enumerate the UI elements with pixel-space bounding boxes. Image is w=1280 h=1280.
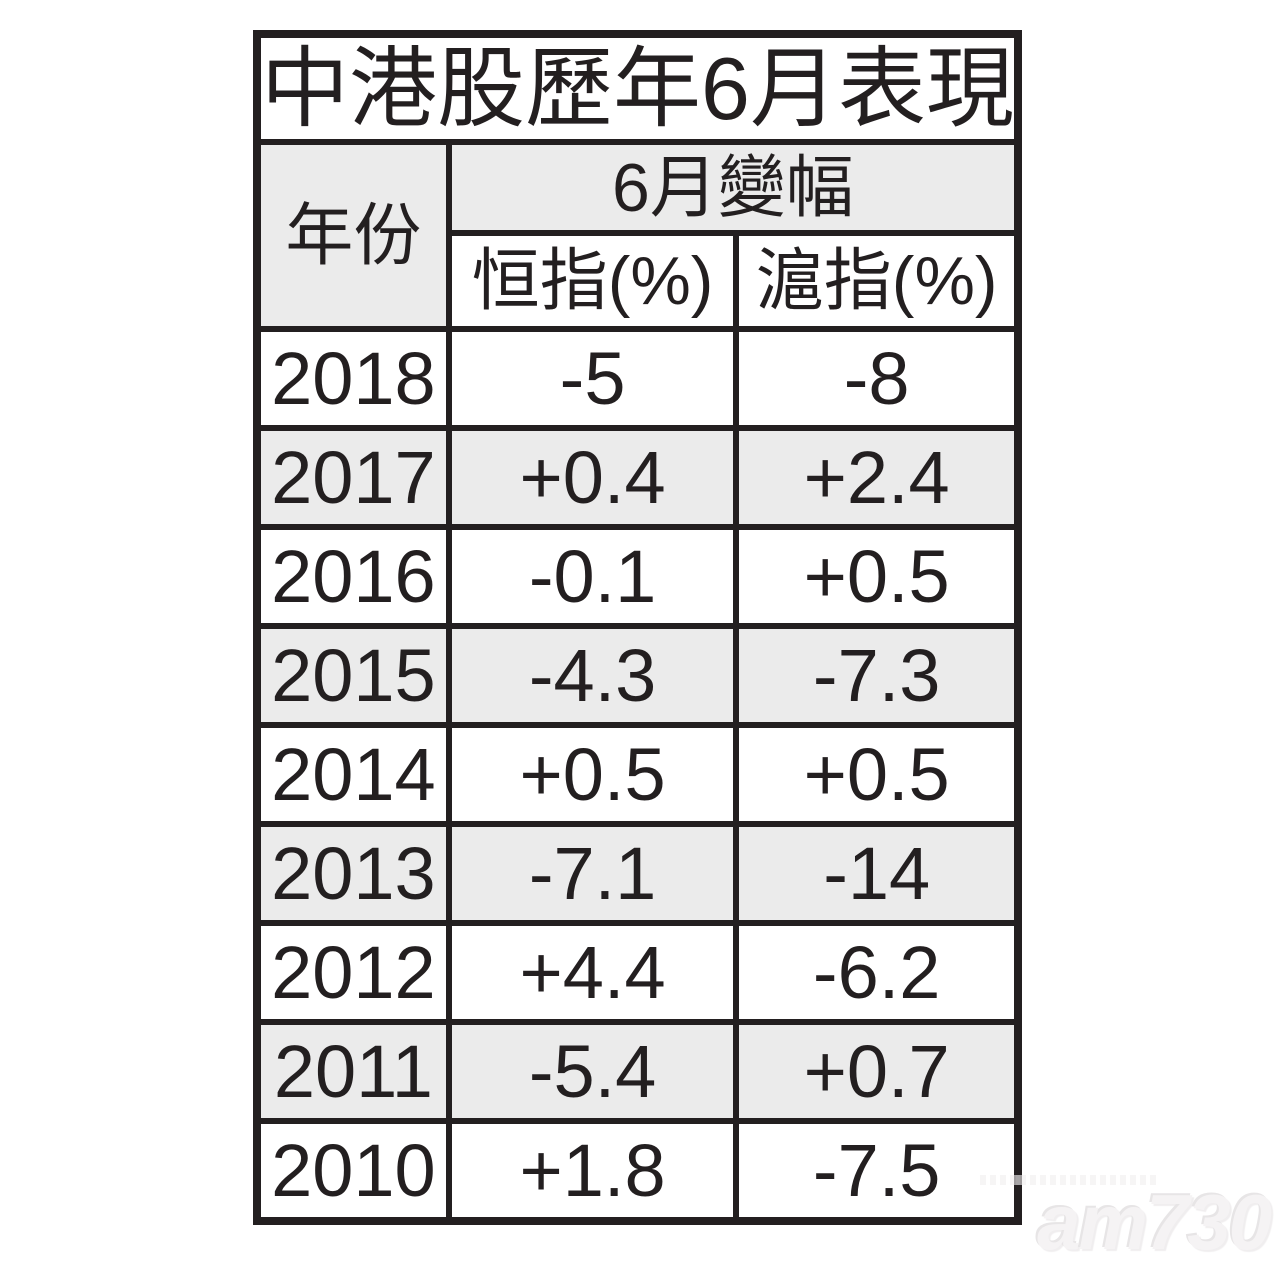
hsi-value-cell: +0.4 [445, 425, 740, 530]
performance-table-container: 中港股歷年6月表現 年份 6月變幅 恒指(%) 滬指(%) 2018 -5 -8… [253, 30, 1022, 1225]
hsi-value-cell: -7.1 [445, 821, 740, 926]
sse-value-cell: -7.3 [733, 623, 1021, 728]
sse-value-cell: -8 [733, 326, 1021, 431]
hsi-value-cell: -5.4 [445, 1019, 740, 1124]
sse-value-cell: -6.2 [733, 920, 1021, 1025]
table-row-2013: 2013 -7.1 -14 [254, 821, 1021, 926]
year-cell: 2015 [254, 623, 452, 728]
hsi-value-cell: +0.5 [445, 722, 740, 827]
header-row-sub: 恒指(%) 滬指(%) [257, 230, 1021, 332]
hsi-value-cell: -5 [445, 326, 740, 431]
header-row-group: 年份 6月變幅 [254, 139, 1021, 332]
watermark-tagline-smudge [980, 1175, 1160, 1185]
year-cell: 2012 [254, 920, 452, 1025]
title-row: 中港股歷年6月表現 [254, 31, 1021, 145]
year-column-header: 年份 [254, 139, 452, 332]
year-cell: 2010 [254, 1118, 452, 1224]
table-title: 中港股歷年6月表現 [254, 31, 1021, 145]
table-row-2012: 2012 +4.4 -6.2 [254, 920, 1021, 1025]
year-cell: 2017 [254, 425, 452, 530]
table-row-2017: 2017 +0.4 +2.4 [254, 425, 1021, 530]
sse-value-cell: +0.5 [733, 524, 1021, 629]
sse-column-header: 滬指(%) [733, 230, 1021, 332]
table-row-2014: 2014 +0.5 +0.5 [254, 722, 1021, 827]
hsi-value-cell: +4.4 [445, 920, 740, 1025]
hsi-value-cell: +1.8 [445, 1118, 740, 1224]
june-change-group-header: 6月變幅 [445, 139, 1021, 236]
hsi-value-cell: -4.3 [445, 623, 740, 728]
hsi-value-cell: -0.1 [445, 524, 740, 629]
hsi-column-header: 恒指(%) [445, 230, 740, 332]
table-row-2018: 2018 -5 -8 [254, 326, 1021, 431]
sse-value-cell: +0.5 [733, 722, 1021, 827]
year-cell: 2016 [254, 524, 452, 629]
am730-watermark: am730 [1037, 1178, 1272, 1266]
sse-value-cell: +0.7 [733, 1019, 1021, 1124]
year-cell: 2014 [254, 722, 452, 827]
table-row-2011: 2011 -5.4 +0.7 [254, 1019, 1021, 1124]
sse-value-cell: +2.4 [733, 425, 1021, 530]
performance-table: 中港股歷年6月表現 年份 6月變幅 恒指(%) 滬指(%) 2018 -5 -8… [253, 30, 1022, 1225]
year-cell: 2013 [254, 821, 452, 926]
year-cell: 2011 [254, 1019, 452, 1124]
table-row-2010: 2010 +1.8 -7.5 [254, 1118, 1021, 1224]
sse-value-cell: -14 [733, 821, 1021, 926]
table-row-2016: 2016 -0.1 +0.5 [254, 524, 1021, 629]
table-row-2015: 2015 -4.3 -7.3 [254, 623, 1021, 728]
sse-value-cell: -7.5 [733, 1118, 1021, 1224]
year-cell: 2018 [254, 326, 452, 431]
